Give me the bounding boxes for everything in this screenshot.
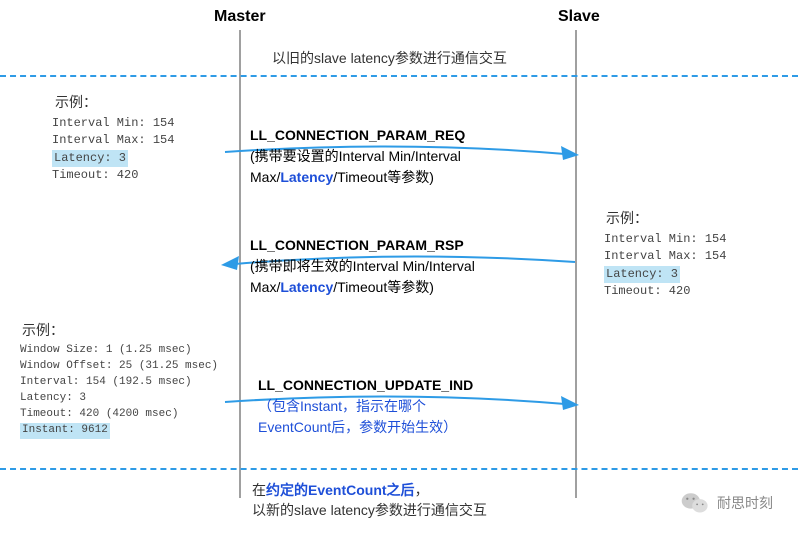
param-line: Interval Min: 154 [604, 231, 726, 248]
param-line: Timeout: 420 [604, 283, 726, 300]
msg1-title: LL_CONNECTION_PARAM_REQ [250, 125, 570, 146]
param-line: Timeout: 420 [52, 167, 174, 184]
msg3: LL_CONNECTION_UPDATE_IND （包含Instant，指示在哪… [258, 375, 578, 438]
example-master1-params: Interval Min: 154 Interval Max: 154 Late… [52, 115, 174, 185]
param-line: Latency: 3 [604, 266, 726, 283]
master-column-label: Master [214, 8, 266, 26]
bottom-note: 在约定的EventCount之后， 以新的slave latency参数进行通信… [252, 480, 487, 520]
param-line: Window Size: 1 (1.25 msec) [20, 343, 218, 359]
msg1-desc: (携带要设置的Interval Min/Interval Max/Latency… [250, 146, 570, 188]
wechat-icon [681, 491, 709, 515]
msg2: LL_CONNECTION_PARAM_RSP (携带即将生效的Interval… [250, 235, 570, 298]
msg3-desc: （包含Instant，指示在哪个 EventCount后，参数开始生效） [258, 396, 578, 438]
param-line: Window Offset: 25 (31.25 msec) [20, 359, 218, 375]
dash-bottom [0, 468, 798, 470]
example-slave-title: 示例： [606, 208, 648, 228]
msg1: LL_CONNECTION_PARAM_REQ (携带要设置的Interval … [250, 125, 570, 188]
example-master2-title: 示例： [22, 320, 64, 340]
slave-column-label: Slave [558, 8, 600, 26]
top-note: 以旧的slave latency参数进行通信交互 [272, 48, 507, 68]
example-master2-params: Window Size: 1 (1.25 msec) Window Offset… [20, 343, 218, 439]
brand: 耐思时刻 [681, 491, 773, 515]
param-line: Latency: 3 [20, 391, 218, 407]
msg2-desc: (携带即将生效的Interval Min/Interval Max/Latenc… [250, 256, 570, 298]
param-line: Latency: 3 [52, 150, 174, 167]
brand-text: 耐思时刻 [717, 493, 773, 513]
example-slave-params: Interval Min: 154 Interval Max: 154 Late… [604, 231, 726, 301]
msg2-title: LL_CONNECTION_PARAM_RSP [250, 235, 570, 256]
example-master1-title: 示例： [55, 92, 97, 112]
param-line: Interval Max: 154 [604, 248, 726, 265]
param-line: Interval Min: 154 [52, 115, 174, 132]
param-line: Timeout: 420 (4200 msec) [20, 407, 218, 423]
param-line: Interval Max: 154 [52, 132, 174, 149]
msg3-title: LL_CONNECTION_UPDATE_IND [258, 375, 578, 396]
dash-top [0, 75, 798, 77]
param-line: Instant: 9612 [20, 423, 218, 439]
param-line: Interval: 154 (192.5 msec) [20, 375, 218, 391]
